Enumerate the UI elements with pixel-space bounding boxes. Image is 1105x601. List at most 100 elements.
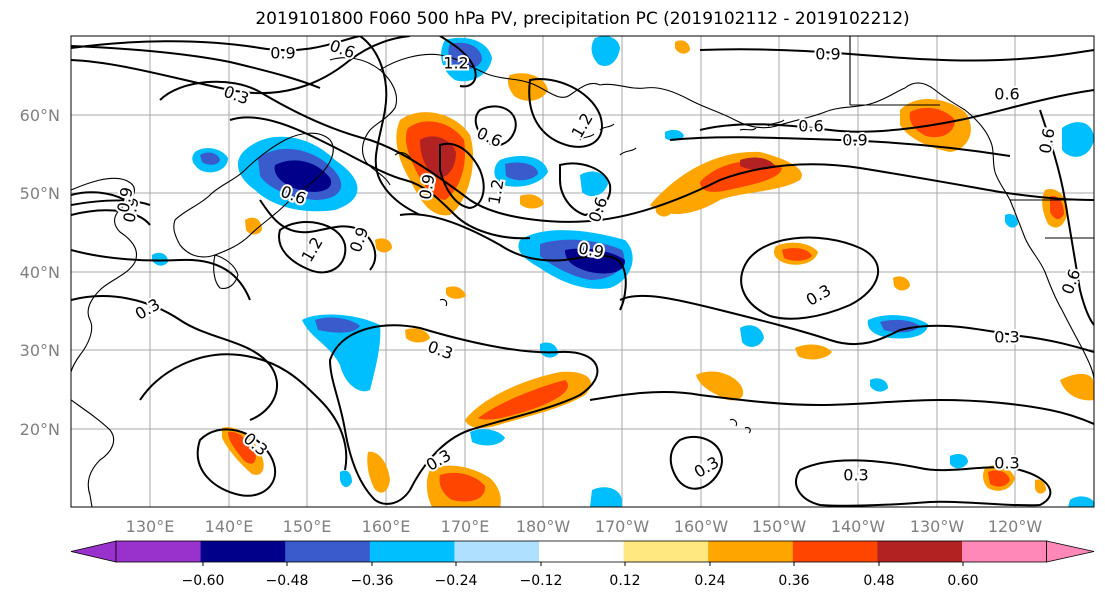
colorbar-segment — [200, 541, 286, 562]
contour-value-label: 0.9 — [842, 131, 867, 150]
negative-precip-patch — [448, 42, 482, 70]
contour-value-label: 1.2 — [443, 54, 468, 73]
lat-label-60n: 60°N — [20, 106, 60, 125]
negative-precip-patch — [540, 342, 558, 358]
pv-contour-0.3 — [589, 391, 1094, 425]
pv-contour-0.9 — [359, 36, 421, 216]
colorbar-segment — [708, 541, 794, 562]
positive-precip-patch — [245, 217, 262, 235]
colorbar: −0.60 −0.48 −0.36 −0.24 −0.12 0.12 0.24 0.36 0.4… — [70, 540, 1095, 589]
pv-contour-1.2 — [439, 142, 485, 210]
pv-contour-0.3 — [619, 294, 1094, 353]
pv-contour-1.2 — [528, 78, 603, 148]
lon-label-160e: 160°E — [362, 517, 411, 536]
negative-precip-patch — [152, 252, 168, 266]
pv-contour-1.2 — [439, 36, 477, 88]
negative-precip-patch — [665, 129, 684, 141]
colorbar-under-triangle — [70, 540, 117, 563]
negative-precip-patch — [1062, 122, 1094, 157]
positive-precip-patch — [696, 371, 744, 401]
negative-precip-patch — [340, 470, 352, 488]
pv-contour-0.3 — [196, 428, 277, 497]
positive-precip-patch — [988, 470, 1010, 487]
pv-contour-0.9 — [71, 45, 321, 89]
map-frame — [70, 35, 1095, 508]
colorbar-tick-label: −0.36 — [351, 573, 394, 589]
pv-contour-0.9 — [699, 48, 1094, 62]
lon-label-130e: 130°E — [126, 517, 175, 536]
positive-precip-patch — [1060, 373, 1094, 401]
negative-precip-patch — [950, 454, 968, 469]
pv-contour-0.6 — [71, 36, 361, 52]
negative-precip-patch — [302, 314, 381, 392]
lat-label-30n: 30°N — [20, 341, 60, 360]
colorbar-segment — [116, 541, 202, 562]
colorbar-tick-label: 0.12 — [609, 573, 640, 589]
positive-precip-patch — [405, 328, 430, 343]
precipitation-shading — [152, 36, 1094, 507]
colorbar-segment — [454, 541, 540, 562]
pv-contour-0.3 — [71, 295, 279, 421]
lon-label-150w: 150°W — [752, 517, 807, 536]
pv-contour-0.3 — [159, 80, 1094, 223]
positive-precip-patch — [1035, 479, 1046, 494]
latitude-labels: 60°N 50°N 40°N 30°N 20°N — [20, 106, 60, 439]
pv-contour-0.6 — [229, 116, 531, 240]
pv-contour-0.3 — [328, 324, 599, 505]
colorbar-segment — [285, 541, 371, 562]
positive-precip-patch — [478, 380, 569, 420]
negative-precip-patch — [870, 378, 888, 392]
longitude-labels: 130°E 140°E 150°E 160°E 170°E 180°W 170°… — [126, 517, 1043, 536]
negative-precip-patch — [200, 152, 220, 165]
negative-precip-patch — [505, 162, 538, 181]
positive-precip-patch — [367, 451, 390, 493]
contour-value-label: 0.6 — [798, 117, 823, 136]
colorbar-tick-label: 0.24 — [694, 573, 725, 589]
positive-precip-patch — [782, 248, 812, 261]
pv-contours — [71, 36, 1094, 507]
lat-label-40n: 40°N — [20, 263, 60, 282]
pv-contour-0.3 — [795, 459, 1052, 507]
positive-precip-patch — [795, 344, 832, 360]
positive-precip-patch — [228, 431, 256, 464]
lon-label-180w: 180°W — [516, 517, 571, 536]
lon-label-120w: 120°W — [988, 517, 1043, 536]
pv-contour-0.3 — [669, 435, 723, 490]
colorbar-segment — [369, 541, 455, 562]
colorbar-segment — [877, 541, 963, 562]
negative-precip-patch — [1005, 214, 1018, 228]
lon-label-130w: 130°W — [910, 517, 965, 536]
negative-precip-patch — [1068, 496, 1094, 507]
colorbar-tick-label: 0.60 — [947, 573, 978, 589]
contour-value-label: 0.3 — [843, 466, 868, 485]
negative-precip-patch — [565, 248, 626, 274]
negative-precip-patch — [740, 325, 764, 347]
negative-precip-patch — [590, 487, 622, 507]
pv-contour-0.3 — [740, 236, 880, 320]
contour-value-label: 0.6 — [994, 85, 1019, 104]
negative-precip-patch — [274, 160, 332, 192]
pv-contour-0.6 — [474, 105, 517, 147]
colorbar-tick-label: 0.36 — [778, 573, 809, 589]
lon-label-160w: 160°W — [674, 517, 729, 536]
lon-label-170e: 170°E — [441, 517, 490, 536]
negative-precip-patch — [880, 319, 920, 333]
contour-value-label: 0.9 — [815, 45, 840, 64]
pv-contour-1.2 — [278, 221, 347, 274]
negative-precip-patch — [470, 429, 505, 446]
contour-value-label: 0.3 — [994, 454, 1019, 473]
colorbar-tick-label: −0.24 — [435, 573, 478, 589]
lon-label-170w: 170°W — [595, 517, 650, 536]
colorbar-segment — [792, 541, 878, 562]
contour-value-label: 0.9 — [577, 238, 605, 261]
colorbar-tick-label: −0.60 — [182, 573, 225, 589]
colorbar-tick-label: 0.48 — [863, 573, 894, 589]
positive-precip-patch — [909, 107, 955, 138]
positive-precip-patch — [439, 472, 486, 502]
colorbar-segment — [962, 541, 1048, 562]
map-title: 2019101800 F060 500 hPa PV, precipitatio… — [255, 9, 910, 29]
colorbar-tick-label: −0.48 — [266, 573, 309, 589]
positive-precip-patch — [675, 40, 690, 54]
positive-precip-patch — [420, 136, 456, 178]
contour-value-label: 0.3 — [994, 328, 1019, 347]
